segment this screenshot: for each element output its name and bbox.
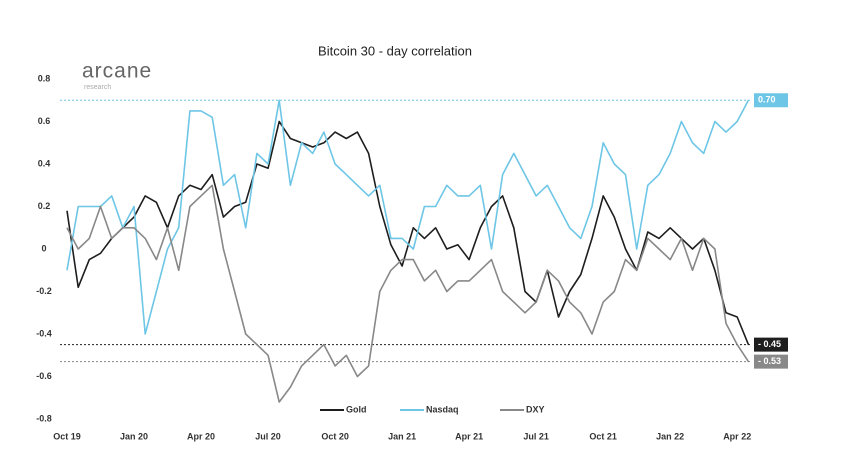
value-badge bbox=[754, 93, 788, 108]
logo: arcane bbox=[82, 60, 152, 83]
y-tick-label: 0.4 bbox=[38, 158, 51, 168]
y-tick-label: 0 bbox=[41, 243, 46, 253]
x-tick-label: Apr 20 bbox=[187, 431, 215, 441]
x-tick-label: Jan 20 bbox=[120, 431, 148, 441]
x-tick-label: Oct 21 bbox=[589, 431, 617, 441]
x-tick-label: Jan 21 bbox=[388, 431, 416, 441]
y-tick-label: -0.4 bbox=[36, 328, 52, 338]
legend-label: Nasdaq bbox=[426, 404, 459, 414]
legend-label: DXY bbox=[526, 404, 545, 414]
y-tick-label: 0.8 bbox=[38, 73, 51, 83]
y-tick-label: -0.6 bbox=[36, 371, 52, 381]
value-badge-label: 0.70 bbox=[758, 95, 776, 105]
value-badge bbox=[754, 354, 788, 369]
x-tick-label: Apr 21 bbox=[455, 431, 483, 441]
x-tick-label: Jul 20 bbox=[255, 431, 281, 441]
x-tick-label: Jan 22 bbox=[656, 431, 684, 441]
logo-tagline: research bbox=[84, 84, 111, 91]
x-tick-label: Oct 19 bbox=[53, 431, 81, 441]
x-tick-label: Apr 22 bbox=[723, 431, 751, 441]
x-tick-label: Oct 20 bbox=[321, 431, 349, 441]
series-line bbox=[66, 120, 750, 345]
x-tick-label: Jul 21 bbox=[523, 431, 549, 441]
y-tick-label: 0.6 bbox=[38, 116, 51, 126]
value-badge-label: - 0.45 bbox=[758, 339, 781, 349]
value-badge-label: - 0.53 bbox=[758, 356, 781, 366]
legend-label: Gold bbox=[346, 404, 367, 414]
series-line bbox=[66, 184, 750, 403]
series-line bbox=[66, 99, 750, 335]
y-tick-label: 0.2 bbox=[38, 201, 51, 211]
chart-title: Bitcoin 30 - day correlation bbox=[318, 43, 472, 58]
value-badge bbox=[754, 337, 788, 352]
y-tick-label: -0.2 bbox=[36, 286, 52, 296]
y-tick-label: -0.8 bbox=[36, 413, 52, 423]
